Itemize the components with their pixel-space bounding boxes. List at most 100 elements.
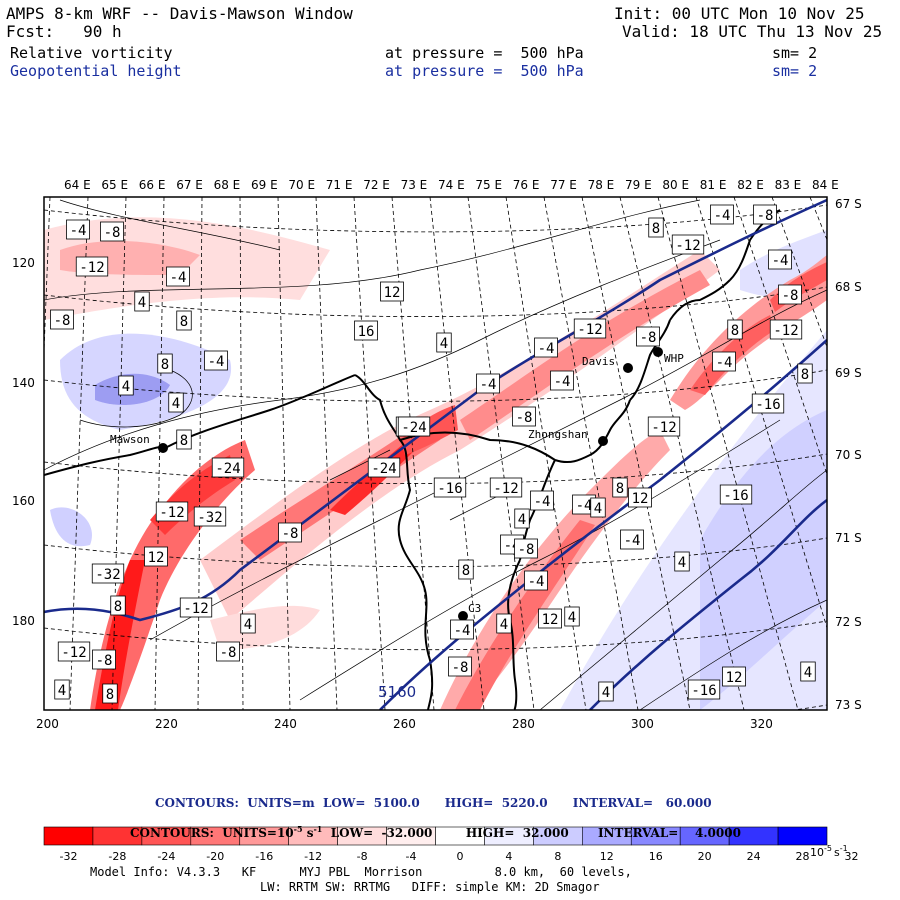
svg-text:-12: -12 bbox=[675, 238, 700, 254]
svg-text:-4: -4 bbox=[772, 253, 789, 269]
svg-text:-24: -24 bbox=[401, 420, 426, 436]
svg-text:-8: -8 bbox=[220, 645, 237, 661]
bottom-x-label: 300 bbox=[631, 717, 654, 731]
svg-text:-12: -12 bbox=[61, 645, 86, 661]
vorticity-label: 12 bbox=[380, 281, 404, 302]
top-lon-label: 73 E bbox=[401, 178, 428, 192]
top-lon-label: 68 E bbox=[214, 178, 241, 192]
vorticity-label: -8 bbox=[514, 538, 538, 559]
vorticity-label: 4 bbox=[674, 551, 690, 572]
svg-text:-4: -4 bbox=[528, 574, 545, 590]
svg-text:-4: -4 bbox=[480, 377, 497, 393]
vorticity-label: -8 bbox=[216, 641, 240, 662]
colorbar-tick: 32 bbox=[844, 850, 858, 863]
vorticity-label: 4 bbox=[240, 613, 256, 634]
svg-text:-4: -4 bbox=[576, 498, 593, 514]
svg-text:-16: -16 bbox=[755, 397, 780, 413]
init-time: Init: 00 UTC Mon 10 Nov 25 bbox=[614, 4, 865, 23]
top-lon-label: 80 E bbox=[662, 178, 689, 192]
left-y-label: 160 bbox=[12, 494, 35, 508]
left-y-label: 180 bbox=[12, 614, 35, 628]
svg-text:8: 8 bbox=[652, 221, 660, 237]
colorbar-tick: -4 bbox=[406, 850, 417, 863]
top-lon-label: 72 E bbox=[363, 178, 390, 192]
vorticity-label: 8 bbox=[157, 353, 173, 374]
svg-text:12: 12 bbox=[726, 670, 743, 686]
svg-text:12: 12 bbox=[148, 550, 165, 566]
contours2-b: s bbox=[302, 826, 314, 840]
colorbar-tick: -24 bbox=[157, 850, 175, 863]
svg-text:-8: -8 bbox=[452, 660, 469, 676]
colorbar-tick: 20 bbox=[698, 850, 712, 863]
vorticity-label: -12 bbox=[671, 234, 705, 255]
svg-text:8: 8 bbox=[114, 599, 122, 615]
svg-text:-12: -12 bbox=[773, 323, 798, 339]
svg-text:-12: -12 bbox=[493, 481, 518, 497]
svg-text:-4: -4 bbox=[534, 494, 551, 510]
svg-text:8: 8 bbox=[106, 687, 114, 703]
colorbar-tick: -28 bbox=[108, 850, 126, 863]
svg-text:-4: -4 bbox=[554, 374, 571, 390]
station-mawson-dot bbox=[158, 443, 168, 453]
contours2-c: LOW= -32.000 HIGH= 32.000 INTERVAL= 4.00… bbox=[322, 826, 741, 840]
vorticity-label: -8 bbox=[278, 522, 302, 543]
vorticity-label: 8 bbox=[176, 310, 192, 331]
top-lon-label: 67 E bbox=[176, 178, 203, 192]
field2-smoothing: sm= 2 bbox=[772, 62, 818, 80]
left-y-label: 120 bbox=[12, 256, 35, 270]
right-lat-label: 68 S bbox=[835, 280, 862, 294]
station-whp-label: WHP bbox=[664, 352, 684, 365]
svg-text:12: 12 bbox=[542, 612, 559, 628]
top-lon-label: 78 E bbox=[588, 178, 615, 192]
vorticity-label: -4 bbox=[530, 490, 554, 511]
field1-name: Relative vorticity bbox=[10, 44, 173, 62]
svg-text:-4: -4 bbox=[208, 354, 225, 370]
svg-text:12: 12 bbox=[632, 491, 649, 507]
svg-text:-32: -32 bbox=[95, 567, 120, 583]
top-lon-label: 76 E bbox=[513, 178, 540, 192]
top-lon-label: 64 E bbox=[64, 178, 91, 192]
colorbar: -32 -28 -24 -20 -16 -12 -8 -4 0 4 8 12 16 20 24 28 3210-… bbox=[43, 826, 858, 863]
station-labels: Mawson Davis WHP Zhongshan C3 bbox=[110, 352, 684, 615]
svg-text:8: 8 bbox=[161, 357, 169, 373]
field1-level: at pressure = 500 hPa bbox=[385, 44, 584, 62]
vorticity-label: -4 bbox=[204, 350, 228, 371]
svg-text:4: 4 bbox=[122, 379, 130, 395]
station-whp-dot bbox=[653, 347, 663, 357]
svg-text:8: 8 bbox=[616, 481, 624, 497]
station-c3-dot bbox=[458, 611, 468, 621]
svg-text:-8: -8 bbox=[104, 225, 121, 241]
vorticity-label: -12 bbox=[155, 501, 189, 522]
bottom-x-label: 260 bbox=[393, 717, 416, 731]
station-c3-label: C3 bbox=[468, 602, 481, 615]
vorticity-label: -12 bbox=[573, 318, 607, 339]
svg-text:-12: -12 bbox=[651, 420, 676, 436]
vorticity-label: -4 bbox=[524, 570, 548, 591]
left-y-label: 140 bbox=[12, 376, 35, 390]
vorticity-label: 12 bbox=[722, 666, 746, 687]
vorticity-label: -8 bbox=[778, 284, 802, 305]
vorticity-label: 4 bbox=[598, 681, 614, 702]
svg-text:8: 8 bbox=[731, 323, 739, 339]
vorticity-label: -4 bbox=[476, 373, 500, 394]
colorbar-tick: -32 bbox=[59, 850, 77, 863]
svg-text:4: 4 bbox=[440, 336, 448, 352]
vorticity-label: 8 bbox=[797, 363, 813, 384]
svg-text:4: 4 bbox=[58, 683, 66, 699]
vorticity-label: -4 bbox=[712, 351, 736, 372]
top-lon-label: 75 E bbox=[475, 178, 502, 192]
colorbar-segment bbox=[777, 826, 828, 846]
top-lon-label: 65 E bbox=[101, 178, 128, 192]
vorticity-label: -8 bbox=[100, 221, 124, 242]
colorbar-unit: 10-5 s-1 bbox=[810, 844, 848, 859]
colorbar-tick: 0 bbox=[456, 850, 463, 863]
right-lat-label: 67 S bbox=[835, 197, 862, 211]
right-lat-label: 70 S bbox=[835, 448, 862, 462]
right-lat-label: 72 S bbox=[835, 615, 862, 629]
vorticity-label: -32 bbox=[91, 563, 125, 584]
vorticity-label: -24 bbox=[367, 457, 401, 478]
vorticity-contours bbox=[44, 199, 827, 710]
bottom-x-label: 280 bbox=[512, 717, 535, 731]
station-zhongshan-label: Zhongshan bbox=[528, 428, 588, 441]
